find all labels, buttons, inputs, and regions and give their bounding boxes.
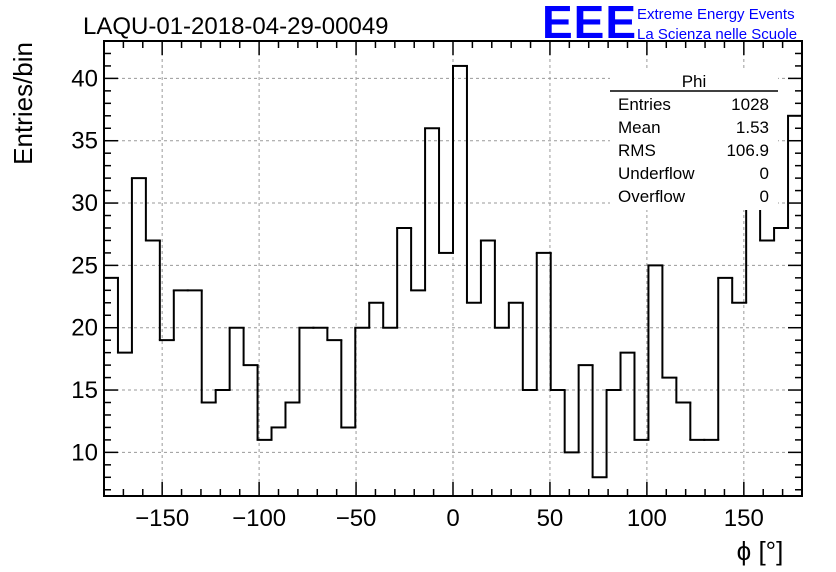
stats-entries-label: Entries: [618, 95, 671, 114]
stats-box: Phi Entries 1028 Mean 1.53 RMS 106.9 Und…: [610, 70, 778, 210]
stats-entries-value: 1028: [731, 95, 769, 114]
y-tick-label-6: 40: [71, 65, 98, 92]
eee-logo-mark: EEE: [542, 0, 637, 48]
stats-overflow-value: 0: [760, 187, 769, 206]
y-tick-label-3: 25: [71, 252, 98, 279]
x-tick-label-1: −100: [232, 505, 286, 532]
chart-title: LAQU-01-2018-04-29-00049: [83, 13, 389, 40]
stats-mean-label: Mean: [618, 118, 661, 137]
x-axis-label: ϕ [°]: [737, 536, 784, 566]
eee-logo: EEE Extreme Energy Events La Scienza nel…: [542, 0, 797, 48]
y-tick-label-4: 30: [71, 190, 98, 217]
histogram-bins: [103, 64, 803, 496]
axis-ticks: [104, 40, 802, 496]
logo-line-2: La Scienza nelle Scuole: [637, 26, 797, 43]
x-tick-label-2: −50: [336, 505, 377, 532]
y-tick-label-1: 15: [71, 377, 98, 404]
stats-underflow-value: 0: [760, 164, 769, 183]
y-tick-label-5: 35: [71, 128, 98, 155]
x-tick-label-5: 100: [627, 505, 667, 532]
stats-box-background: [610, 70, 778, 210]
x-tick-label-3: 0: [446, 505, 459, 532]
stats-underflow-label: Underflow: [618, 164, 695, 183]
x-tick-label-4: 50: [537, 505, 564, 532]
x-tick-label-6: 150: [724, 505, 764, 532]
x-tick-label-0: −150: [135, 505, 189, 532]
stats-rms-label: RMS: [618, 141, 656, 160]
stats-box-title: Phi: [682, 72, 707, 91]
stats-rms-value: 106.9: [726, 141, 769, 160]
tick-labels: −150 −100 −50 0 50 100 150 10 15 20 25 30 35 40: [71, 65, 764, 532]
logo-line-1: Extreme Energy Events: [637, 6, 795, 23]
y-tick-label-0: 10: [71, 439, 98, 466]
stats-mean-value: 1.53: [736, 118, 769, 137]
y-tick-label-2: 20: [71, 315, 98, 342]
stats-overflow-label: Overflow: [618, 187, 686, 206]
y-axis-label: Entries/bin: [8, 42, 38, 165]
